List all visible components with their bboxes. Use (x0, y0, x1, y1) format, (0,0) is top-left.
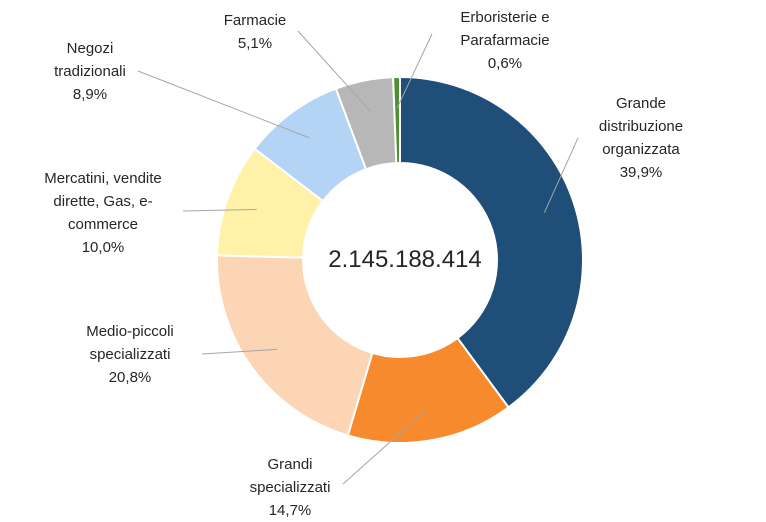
label-percent: 5,1% (237, 35, 273, 52)
leader-line-medio-piccoli (201, 348, 278, 355)
label-line: Negozi (66, 40, 114, 57)
label-line: Medio-piccoli (86, 323, 174, 340)
label-line: distribuzione (598, 118, 684, 135)
label-line: Mercatini, vendite (44, 170, 162, 187)
label-percent: 0,6% (487, 55, 523, 72)
slice-label-mercatini: Mercatini, vendite dirette, Gas, e- comm… (18, 167, 188, 259)
center-total-label: 2.145.188.414 (328, 246, 482, 273)
label-line: specializzati (89, 346, 171, 363)
leader-line-erboristerie (396, 33, 433, 109)
slice-label-erboristerie: Erboristerie e Parafarmacie 0,6% (435, 6, 575, 75)
label-line: tradizionali (54, 63, 126, 80)
slice-label-negozi-tradizionali: Negozi tradizionali 8,9% (30, 37, 150, 106)
label-percent: 8,9% (72, 86, 108, 103)
slice-label-grandi-specializzati: Grandi specializzati 14,7% (220, 453, 360, 522)
label-percent: 20,8% (108, 369, 152, 386)
label-percent: 39,9% (619, 164, 663, 181)
label-percent: 10,0% (81, 239, 125, 256)
slice-label-farmacie: Farmacie 5,1% (200, 9, 310, 55)
donut-slice-erboristerie (392, 75, 401, 165)
label-line: commerce (67, 216, 138, 233)
label-line: Grandi (267, 456, 313, 473)
label-line: specializzati (249, 479, 331, 496)
leader-line-mercatini (182, 208, 257, 212)
label-line: organizzata (602, 141, 680, 158)
label-line: Farmacie (223, 12, 287, 29)
label-line: Grande (615, 95, 667, 112)
leader-line-grandi-specializzati (342, 409, 427, 485)
label-line: dirette, Gas, e- (53, 193, 153, 210)
leader-line-grande-distribuzione (543, 137, 579, 213)
slice-label-medio-piccoli: Medio-piccoli specializzati 20,8% (60, 320, 200, 389)
donut-slice-medio-piccoli (216, 254, 374, 437)
label-percent: 14,7% (268, 502, 312, 519)
donut-slice-grande-distribuzione (399, 75, 584, 409)
slice-label-grande-distribuzione: Grande distribuzione organizzata 39,9% (566, 92, 716, 184)
leader-line-negozi-tradizionali (137, 70, 310, 139)
leader-line-farmacie (297, 30, 371, 112)
label-line: Erboristerie e (460, 9, 550, 26)
label-line: Parafarmacie (460, 32, 550, 49)
